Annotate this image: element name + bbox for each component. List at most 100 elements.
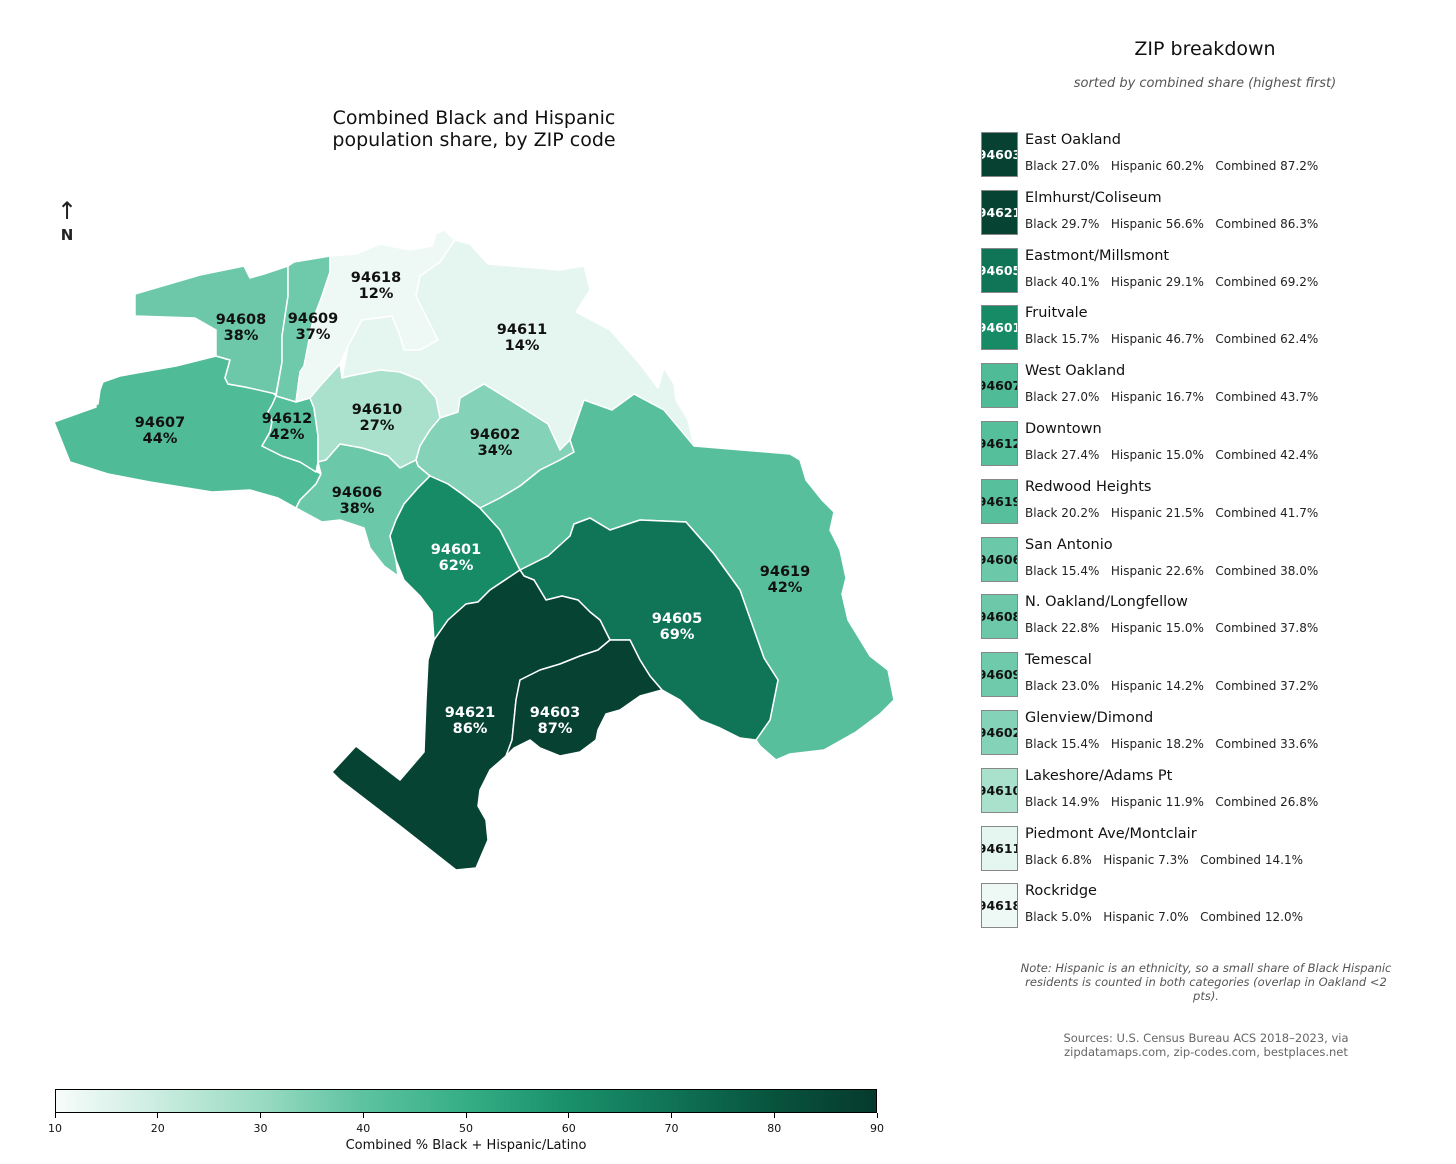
region-label-zip: 94605 [652,611,702,627]
legend-row: 94618 Rockridge Black 5.0% Hispanic 7.0% C… [981,883,1401,931]
colorbar-tick [54,1113,56,1118]
region-label-zip: 94610 [352,402,402,418]
north-arrow: ↑ N [56,196,78,244]
legend-neighborhood-name: N. Oakland/Longfellow [1025,594,1188,611]
region-label-pct: 44% [143,431,178,447]
legend-row: 94610 Lakeshore/Adams Pt Black 14.9% Hispa… [981,767,1401,816]
legend-row: 94603 East Oakland Black 27.0% Hispanic 60… [981,132,1401,180]
legend-swatch: 94608 [981,594,1018,640]
colorbar-tick-label: 50 [459,1122,473,1135]
region-label-zip: 94618 [351,270,401,286]
legend-row: 94621 Elmhurst/Coliseum Black 29.7% Hispan… [981,189,1401,238]
region-label-zip: 94608 [216,312,266,328]
legend-row: 94607 West Oakland Black 27.0% Hispanic 16… [981,363,1401,411]
region-label-zip: 94601 [431,542,481,558]
legend-row: 94609 Temescal Black 23.0% Hispanic 14.2% … [981,652,1401,700]
legend-swatch: 94610 [981,767,1018,813]
legend-swatch: 94601 [981,305,1018,351]
legend-swatch: 94603 [981,132,1018,177]
colorbar-tick-label: 10 [48,1122,62,1135]
colorbar-tick-label: 70 [664,1122,679,1135]
legend-neighborhood-name: East Oakland [1025,132,1121,148]
legend-swatch: 94605 [981,247,1018,293]
region-label-zip: 94609 [288,311,338,327]
legend-row: 94605 Eastmont/Millsmont Black 40.1% Hispa… [981,247,1401,296]
region-label-zip: 94621 [445,705,495,721]
legend-stats: Black 20.2% Hispanic 21.5% Combined 41.7… [1025,505,1319,520]
legend-neighborhood-name: Downtown [1025,421,1102,437]
colorbar-tick [157,1113,159,1118]
legend-stats: Black 15.4% Hispanic 18.2% Combined 33.6… [1025,737,1319,751]
panel-subtitle: sorted by combined share (highest first) [1073,76,1337,91]
colorbar-tick [773,1113,775,1118]
legend-stats: Black 27.0% Hispanic 16.7% Combined 43.7… [1025,390,1319,405]
colorbar-tick-label: 90 [870,1122,884,1135]
legend-stats: Black 27.0% Hispanic 60.2% Combined 87.2… [1025,159,1319,173]
map-title-line1: Combined Black and Hispanic [332,107,616,129]
legend-swatch: 94602 [981,710,1018,755]
legend-row: 94612 Downtown Black 27.4% Hispanic 15.0% … [981,421,1401,469]
legend-stats: Black 29.7% Hispanic 56.6% Combined 86.3… [1025,216,1319,231]
sources-line1: Sources: U.S. Census Bureau ACS 2018–202… [1063,1031,1349,1045]
region-label-pct: 34% [478,443,513,459]
region-label-pct: 87% [538,721,573,737]
region-label-pct: 42% [270,427,305,443]
legend-stats: Black 15.4% Hispanic 22.6% Combined 38.0… [1025,563,1319,578]
legend-row: 94619 Redwood Heights Black 20.2% Hispanic… [981,478,1401,527]
colorbar-tick [568,1113,570,1118]
legend-row: 94601 Fruitvale Black 15.7% Hispanic 46.7%… [981,305,1401,353]
map-title: Combined Black and Hispanic population s… [244,107,704,151]
region-label-pct: 38% [340,501,375,517]
colorbar-tick-label: 60 [561,1122,576,1135]
region-label-pct: 27% [360,418,395,434]
legend-swatch: 94619 [981,478,1018,524]
sources-text: Sources: U.S. Census Bureau ACS 2018–202… [1020,1031,1392,1059]
region-label-zip: 94612 [262,411,312,427]
region-94608[interactable] [134,265,289,395]
legend-swatch: 94607 [981,363,1018,409]
legend-neighborhood-name: Temescal [1025,652,1092,669]
region-label-pct: 12% [359,286,394,302]
legend-neighborhood-name: West Oakland [1025,363,1126,380]
legend-neighborhood-name: Eastmont/Millsmont [1025,247,1170,264]
legend-swatch: 94618 [981,883,1018,929]
legend-neighborhood-name: Glenview/Dimond [1025,710,1154,726]
colorbar-tick-label: 40 [356,1122,371,1135]
legend-swatch: 94606 [981,536,1018,582]
choropleth-map: 9460838%9460937%9461812%9461114%9460744%… [53,229,895,871]
legend-stats: Black 23.0% Hispanic 14.2% Combined 37.2… [1025,679,1319,694]
note-text: Note: Hispanic is an ethnicity, so a sma… [1020,961,1392,1003]
colorbar [55,1089,877,1113]
region-label-pct: 14% [505,338,540,354]
legend-stats: Black 40.1% Hispanic 29.1% Combined 69.2… [1025,274,1319,289]
legend-neighborhood-name: Rockridge [1025,883,1097,900]
panel-title: ZIP breakdown [1134,38,1276,60]
colorbar-tick [876,1113,878,1118]
legend-stats: Black 15.7% Hispanic 46.7% Combined 62.4… [1025,332,1319,347]
region-label-zip: 94619 [760,564,810,580]
colorbar-tick [671,1113,672,1118]
colorbar-tick [260,1113,261,1118]
legend-row: 94608 N. Oakland/Longfellow Black 22.8% Hi… [981,594,1401,642]
region-label-zip: 94603 [530,705,580,721]
colorbar-tick [362,1113,364,1118]
legend-stats: Black 27.4% Hispanic 15.0% Combined 42.4… [1025,448,1319,462]
legend-row: 94606 San Antonio Black 15.4% Hispanic 22.… [981,536,1401,585]
legend-neighborhood-name: Piedmont Ave/Montclair [1025,825,1197,842]
region-94603[interactable] [505,639,663,757]
region-label-pct: 62% [439,558,474,574]
legend-neighborhood-name: Fruitvale [1025,305,1088,322]
sources-line2: zipdatamaps.com, zip-codes.com, bestplac… [1064,1045,1348,1059]
legend-stats: Black 22.8% Hispanic 15.0% Combined 37.8… [1025,621,1319,636]
legend-swatch: 94621 [981,189,1018,235]
region-label-pct: 38% [224,328,259,344]
region-label-pct: 42% [768,580,803,596]
region-label-zip: 94611 [497,322,547,338]
colorbar-tick [465,1113,467,1118]
map-title-line2: population share, by ZIP code [332,129,616,151]
legend-swatch: 94612 [981,421,1018,466]
colorbar-title: Combined % Black + Hispanic/Latino [345,1138,587,1153]
north-label: N [60,226,74,244]
colorbar-tick-label: 80 [767,1122,782,1135]
legend-swatch: 94609 [981,652,1018,698]
